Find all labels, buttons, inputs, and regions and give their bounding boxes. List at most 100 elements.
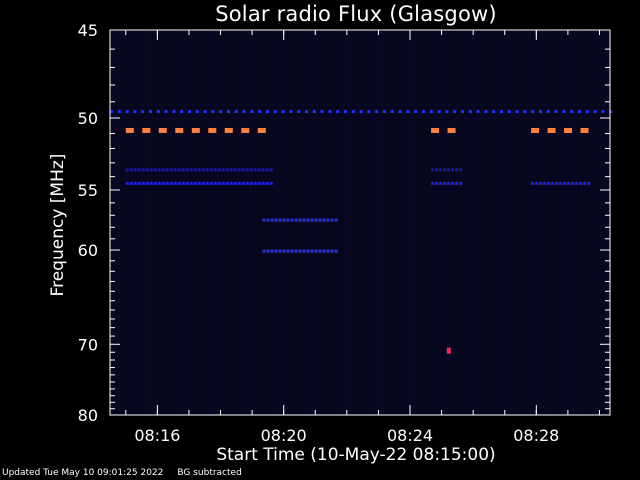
noise-column	[595, 31, 596, 414]
y-axis-label: Frequency [MHz]	[48, 153, 68, 297]
flux-mark	[129, 181, 133, 185]
noise-column	[145, 31, 146, 414]
noise-column	[196, 31, 197, 414]
noise-column	[406, 31, 407, 414]
noise-column	[286, 31, 287, 414]
noise-column	[526, 31, 527, 414]
flux-mark	[209, 168, 213, 172]
noise-column	[484, 31, 485, 414]
noise-column	[469, 31, 470, 414]
noise-column	[235, 31, 236, 414]
flux-mark	[383, 110, 386, 114]
flux-mark	[274, 218, 278, 222]
flux-mark	[133, 181, 137, 185]
flux-mark	[211, 110, 215, 114]
flux-mark	[266, 110, 269, 114]
noise-column	[349, 31, 350, 414]
y-tick-label: 60	[78, 241, 98, 260]
flux-mark	[270, 249, 274, 253]
noise-column	[508, 31, 509, 414]
noise-column	[511, 31, 512, 414]
noise-column	[430, 31, 431, 414]
flux-mark	[205, 181, 209, 185]
flux-mark	[579, 181, 583, 185]
flux-mark	[306, 218, 310, 222]
noise-column	[529, 31, 530, 414]
flux-mark	[141, 181, 145, 185]
flux-mark	[559, 181, 563, 185]
noise-column	[415, 31, 416, 414]
noise-column	[214, 31, 215, 414]
emission-features	[110, 110, 613, 354]
bg-note: BG subtracted	[177, 468, 242, 478]
noise-column	[466, 31, 467, 414]
flux-mark	[234, 110, 238, 114]
noise-column	[259, 31, 260, 414]
flux-mark	[213, 168, 217, 172]
flux-mark	[133, 110, 137, 114]
noise-column	[295, 31, 296, 414]
flux-mark	[269, 168, 273, 172]
noise-column	[139, 31, 140, 414]
flux-mark	[500, 110, 503, 114]
noise-column	[409, 31, 410, 414]
flux-mark	[326, 218, 330, 222]
noise-column	[490, 31, 491, 414]
flux-mark	[328, 110, 332, 114]
noise-column	[199, 31, 200, 414]
flux-mark	[205, 168, 209, 172]
flux-mark	[233, 181, 237, 185]
flux-mark	[262, 218, 266, 222]
flux-mark	[161, 168, 165, 172]
flux-mark	[137, 181, 141, 185]
noise-column	[382, 31, 383, 414]
noise-column	[271, 31, 272, 414]
flux-mark	[446, 347, 451, 354]
flux-mark	[201, 168, 205, 172]
noise-column	[361, 31, 362, 414]
noise-column	[358, 31, 359, 414]
x-tick-label: 08:20	[261, 426, 307, 445]
noise-column	[226, 31, 227, 414]
noise-column	[274, 31, 275, 414]
noise-column	[337, 31, 338, 414]
flux-mark	[367, 110, 371, 114]
noise-column	[346, 31, 347, 414]
noise-column	[262, 31, 263, 414]
flux-mark	[431, 181, 435, 185]
flux-mark	[322, 218, 326, 222]
flux-mark	[507, 110, 511, 114]
noise-column	[124, 31, 125, 414]
flux-mark	[203, 110, 207, 114]
flux-mark	[125, 181, 129, 185]
noise-column	[178, 31, 179, 414]
flux-mark	[177, 168, 181, 172]
noise-column	[421, 31, 422, 414]
x-tick-label: 08:16	[134, 426, 180, 445]
noise-column	[550, 31, 551, 414]
flux-mark	[447, 127, 456, 133]
flux-mark	[224, 127, 233, 133]
noise-column	[451, 31, 452, 414]
noise-column	[427, 31, 428, 414]
flux-mark	[225, 168, 229, 172]
updated-text: Updated Tue May 10 09:01:25 2022	[2, 468, 164, 478]
noise-column	[184, 31, 185, 414]
flux-mark	[562, 110, 566, 114]
flux-mark	[406, 110, 410, 114]
flux-mark	[110, 110, 113, 114]
flux-mark	[197, 168, 201, 172]
flux-mark	[601, 110, 605, 114]
flux-mark	[125, 127, 134, 133]
flux-mark	[188, 110, 191, 114]
flux-mark	[414, 110, 418, 114]
flux-mark	[289, 110, 293, 114]
noise-column	[475, 31, 476, 414]
flux-mark	[468, 110, 472, 114]
noise-column	[472, 31, 473, 414]
flux-mark	[193, 181, 197, 185]
flux-mark	[191, 127, 200, 133]
noise-column	[328, 31, 329, 414]
flux-mark	[266, 249, 270, 253]
noise-column	[535, 31, 536, 414]
